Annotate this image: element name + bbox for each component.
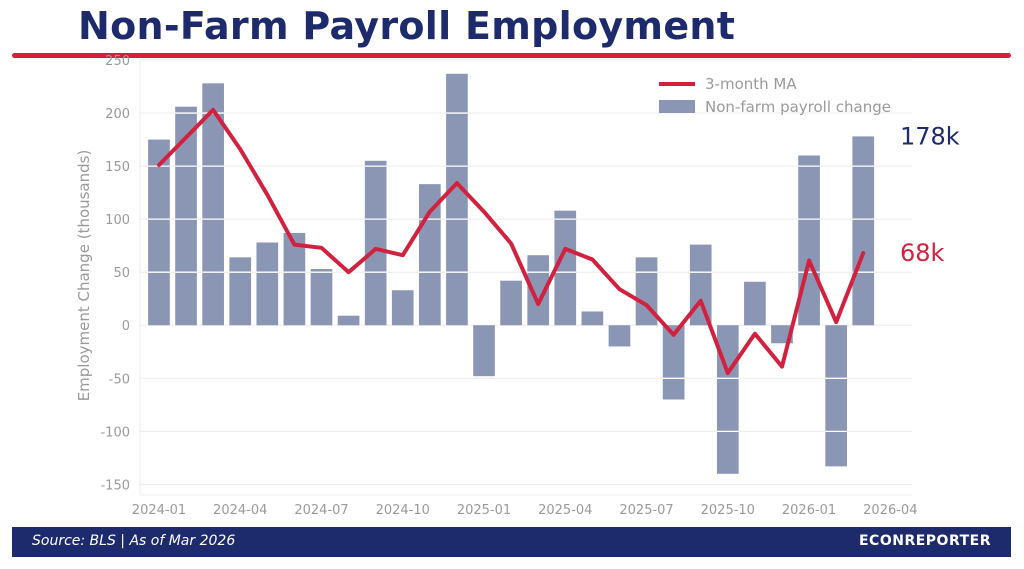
ma-line-series bbox=[157, 107, 866, 375]
page-title: Non-Farm Payroll Employment bbox=[78, 4, 736, 48]
grid-lines bbox=[140, 59, 912, 485]
end-labels: 178k 68k bbox=[900, 122, 960, 267]
x-tick-label: 2026-01 bbox=[782, 503, 836, 518]
x-tick-label: 2025-01 bbox=[457, 503, 511, 518]
footer-source: Source: BLS | As of Mar 2026 bbox=[32, 533, 236, 549]
ma-line bbox=[157, 107, 866, 375]
payroll-bar bbox=[202, 83, 224, 326]
payroll-bar bbox=[446, 73, 468, 326]
legend-label-ma: 3-month MA bbox=[705, 75, 797, 93]
x-tick-label: 2024-04 bbox=[213, 503, 267, 518]
payroll-bar bbox=[825, 325, 847, 467]
y-tick-label: -150 bbox=[100, 478, 130, 493]
payroll-bar bbox=[283, 232, 306, 326]
legend: 3-month MA Non-farm payroll change bbox=[659, 75, 891, 116]
payroll-bar bbox=[391, 290, 414, 326]
x-tick-label: 2025-07 bbox=[619, 503, 673, 518]
x-tick-label: 2024-07 bbox=[294, 503, 348, 518]
payroll-bar bbox=[175, 106, 197, 326]
legend-bar-swatch bbox=[659, 100, 695, 113]
x-tick-label: 2025-10 bbox=[701, 503, 755, 518]
payroll-bar bbox=[256, 242, 279, 326]
x-tick-label: 2024-01 bbox=[132, 503, 186, 518]
payroll-bar bbox=[473, 325, 495, 377]
payroll-bar bbox=[662, 325, 685, 400]
payroll-bar bbox=[500, 280, 522, 326]
axes: -150 -100 -50 0 50 100 150 200 250 2024-01 2024-04… bbox=[75, 54, 917, 518]
payroll-bar bbox=[229, 257, 252, 326]
x-tick-label: 2026-04 bbox=[863, 503, 917, 518]
payroll-bar bbox=[852, 136, 875, 326]
y-tick-label: 150 bbox=[105, 160, 130, 175]
payroll-chart: -150 -100 -50 0 50 100 150 200 250 2024-01 2024-04… bbox=[75, 54, 960, 518]
y-tick-label: 250 bbox=[105, 54, 130, 69]
bar-series bbox=[148, 73, 875, 474]
payroll-bar bbox=[798, 155, 820, 326]
end-label-payroll: 178k bbox=[900, 122, 960, 150]
payroll-bar bbox=[310, 269, 333, 326]
end-label-ma: 68k bbox=[900, 239, 945, 267]
legend-label-payroll: Non-farm payroll change bbox=[705, 98, 891, 116]
y-tick-label: 50 bbox=[113, 266, 130, 281]
y-tick-label: 200 bbox=[105, 107, 130, 122]
payroll-bar bbox=[554, 210, 577, 326]
y-tick-label: -50 bbox=[109, 372, 130, 387]
y-tick-label: 100 bbox=[105, 213, 130, 228]
title-divider bbox=[12, 53, 1011, 58]
x-tick-label: 2024-10 bbox=[376, 503, 430, 518]
payroll-bar bbox=[364, 160, 387, 326]
payroll-bar bbox=[744, 281, 766, 326]
payroll-bar bbox=[148, 139, 170, 326]
footer-brand: ECONREPORTER bbox=[858, 533, 991, 549]
payroll-bar bbox=[337, 315, 360, 326]
payroll-bar bbox=[608, 325, 631, 347]
x-tick-label: 2025-04 bbox=[538, 503, 592, 518]
footer-bar: Source: BLS | As of Mar 2026 ECONREPORTE… bbox=[12, 527, 1011, 557]
payroll-bar bbox=[581, 311, 604, 326]
y-tick-label: -100 bbox=[100, 425, 130, 440]
y-tick-label: 0 bbox=[122, 319, 130, 334]
y-axis-label: Employment Change (thousands) bbox=[75, 150, 93, 402]
